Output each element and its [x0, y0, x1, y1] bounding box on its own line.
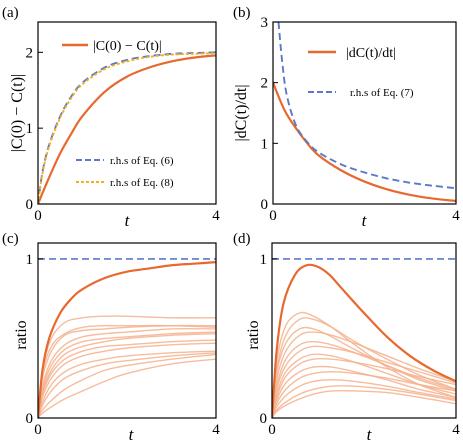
panel-d-frame: [271, 242, 457, 419]
panel-a-xtick-label-1: 4: [212, 208, 220, 224]
legend-a-main: |C(0) − C(t)|: [93, 39, 162, 54]
panel-d-light-series-11: [272, 385, 456, 418]
legend-a-eq6: r.h.s of Eq. (6): [110, 155, 174, 167]
panel-label-a: (a): [2, 5, 19, 21]
panel-d-xtick-label-0: 0: [268, 422, 276, 438]
panel-a-ytick-label-0: 0: [26, 197, 34, 213]
panel-d-light-series-6: [272, 353, 456, 418]
legend-b-eq7: r.h.s of Eq. (7): [350, 87, 414, 99]
panel-a-xlabel: t: [125, 211, 131, 230]
panel-b-xtick-label-0: 0: [269, 208, 277, 224]
panel-a-ytick-label-1: 1: [26, 121, 34, 137]
panel-c-ytick-label-1: 1: [26, 252, 34, 268]
panel-d-light-series-10: [272, 379, 456, 418]
panel-b-ytick-label-1: 1: [261, 136, 269, 152]
panel-b-ytick-label-0: 0: [261, 197, 269, 213]
panel-c-light-series-3: [38, 327, 216, 418]
panel-c-xtick-label-1: 4: [212, 422, 220, 438]
panel-c-xtick-label-0: 0: [34, 422, 42, 438]
panel-b-legend: |dC(t)/dt| r.h.s of Eq. (7): [308, 46, 414, 99]
panel-a-ylabel: |C(0) − C(t)|: [9, 74, 26, 153]
panel-c-light-series-8: [38, 350, 216, 418]
panel-c: t ratio 0 4 0 1: [13, 242, 220, 444]
panel-b-xtick-label-1: 4: [452, 208, 460, 224]
panel-d-light-series-7: [272, 357, 456, 418]
panel-b-series-1: [277, 22, 456, 190]
panel-label-c: (c): [2, 231, 19, 247]
panel-c-ylabel: ratio: [13, 320, 30, 349]
panel-a: t |C(0) − C(t)| |C(0) − C(t)| r.h.s of E…: [9, 21, 220, 230]
panel-d-light-series-3: [272, 331, 456, 418]
panel-a-series-0: [38, 54, 216, 204]
panel-b-ytick-label-2: 2: [261, 76, 269, 92]
panel-d-light-series-2: [272, 326, 456, 418]
panel-a-ytick-label-2: 2: [26, 45, 34, 61]
panel-d-light-series-9: [272, 371, 456, 418]
panel-d-light-series-4: [272, 340, 456, 418]
panel-c-light-series-7: [38, 342, 216, 418]
panel-c-light-series-4: [38, 331, 216, 418]
panel-c-light-series-6: [38, 339, 216, 418]
panel-c-light-series-9: [38, 352, 216, 418]
legend-b-main: |dC(t)/dt|: [346, 46, 396, 61]
panel-d-xlabel: t: [367, 425, 373, 444]
panel-d-ytick-label-0: 0: [260, 411, 268, 427]
panel-d-light-series-0: [272, 311, 456, 418]
panel-c-main-series: [38, 260, 216, 418]
panel-b-frame: [272, 21, 457, 205]
panel-d-light-series-5: [272, 345, 456, 418]
panel-c-light-series-5: [38, 332, 216, 418]
panel-d-xtick-label-1: 4: [452, 422, 460, 438]
panel-label-d: (d): [233, 231, 251, 247]
panel-d-ytick-label-1: 1: [260, 252, 268, 268]
panel-c-light-series-11: [38, 358, 216, 418]
panel-c-frame: [37, 242, 217, 419]
panel-a-legend: |C(0) − C(t)| r.h.s of Eq. (6) r.h.s of …: [62, 39, 174, 189]
panel-a-xtick-label-0: 0: [34, 208, 42, 224]
panel-c-light-series-0: [38, 315, 216, 418]
panel-b-xlabel: t: [362, 211, 368, 230]
panel-a-series-2: [38, 52, 216, 204]
panel-b-ytick-label-3: 3: [261, 15, 269, 31]
panel-c-light-series-10: [38, 353, 216, 418]
panel-d-ylabel: ratio: [245, 320, 262, 349]
legend-a-eq8: r.h.s of Eq. (8): [110, 177, 174, 189]
panel-b-series-0: [273, 82, 456, 203]
panel-b-ylabel: |dC(t)/dt|: [233, 84, 250, 141]
panel-d-main-series: [272, 263, 456, 418]
panel-d-light-series-8: [272, 365, 456, 418]
panel-c-xlabel: t: [129, 425, 135, 444]
panel-d: t ratio 0 4 0 1: [245, 242, 460, 444]
panel-a-frame: [37, 21, 217, 205]
panel-d-light-series-12: [272, 389, 456, 418]
panel-b: t |dC(t)/dt| |dC(t)/dt| r.h.s of Eq. (7)…: [233, 15, 460, 230]
panel-c-ytick-label-0: 0: [26, 411, 34, 427]
panel-label-b: (b): [233, 5, 251, 21]
panel-c-light-series-2: [38, 324, 216, 418]
